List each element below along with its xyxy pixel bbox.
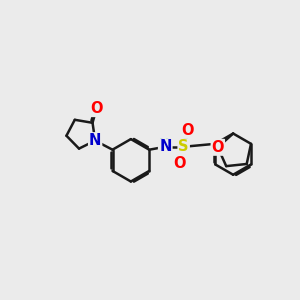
Text: O: O [90,101,103,116]
Text: N: N [159,139,172,154]
Text: O: O [212,140,224,155]
Text: O: O [174,156,186,171]
Text: N: N [89,133,101,148]
Text: H: H [159,137,169,150]
Text: S: S [178,139,189,154]
Text: O: O [181,123,194,138]
